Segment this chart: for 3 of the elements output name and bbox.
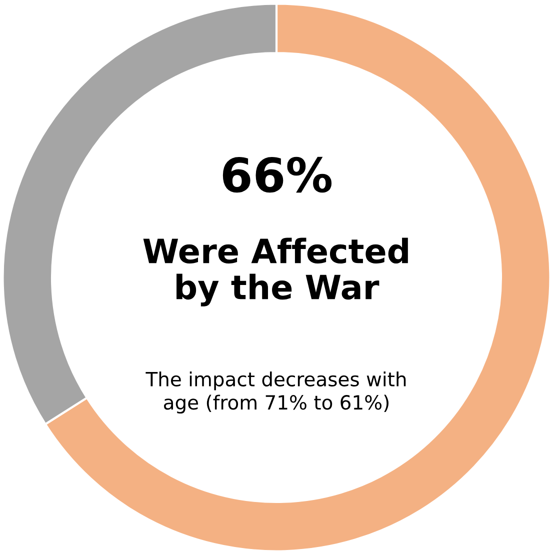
text: 66% bbox=[222, 156, 332, 193]
text: Were Affected by the War bbox=[143, 238, 408, 306]
text: The impact decreases with age (from 71% to 61%) bbox=[146, 371, 406, 414]
